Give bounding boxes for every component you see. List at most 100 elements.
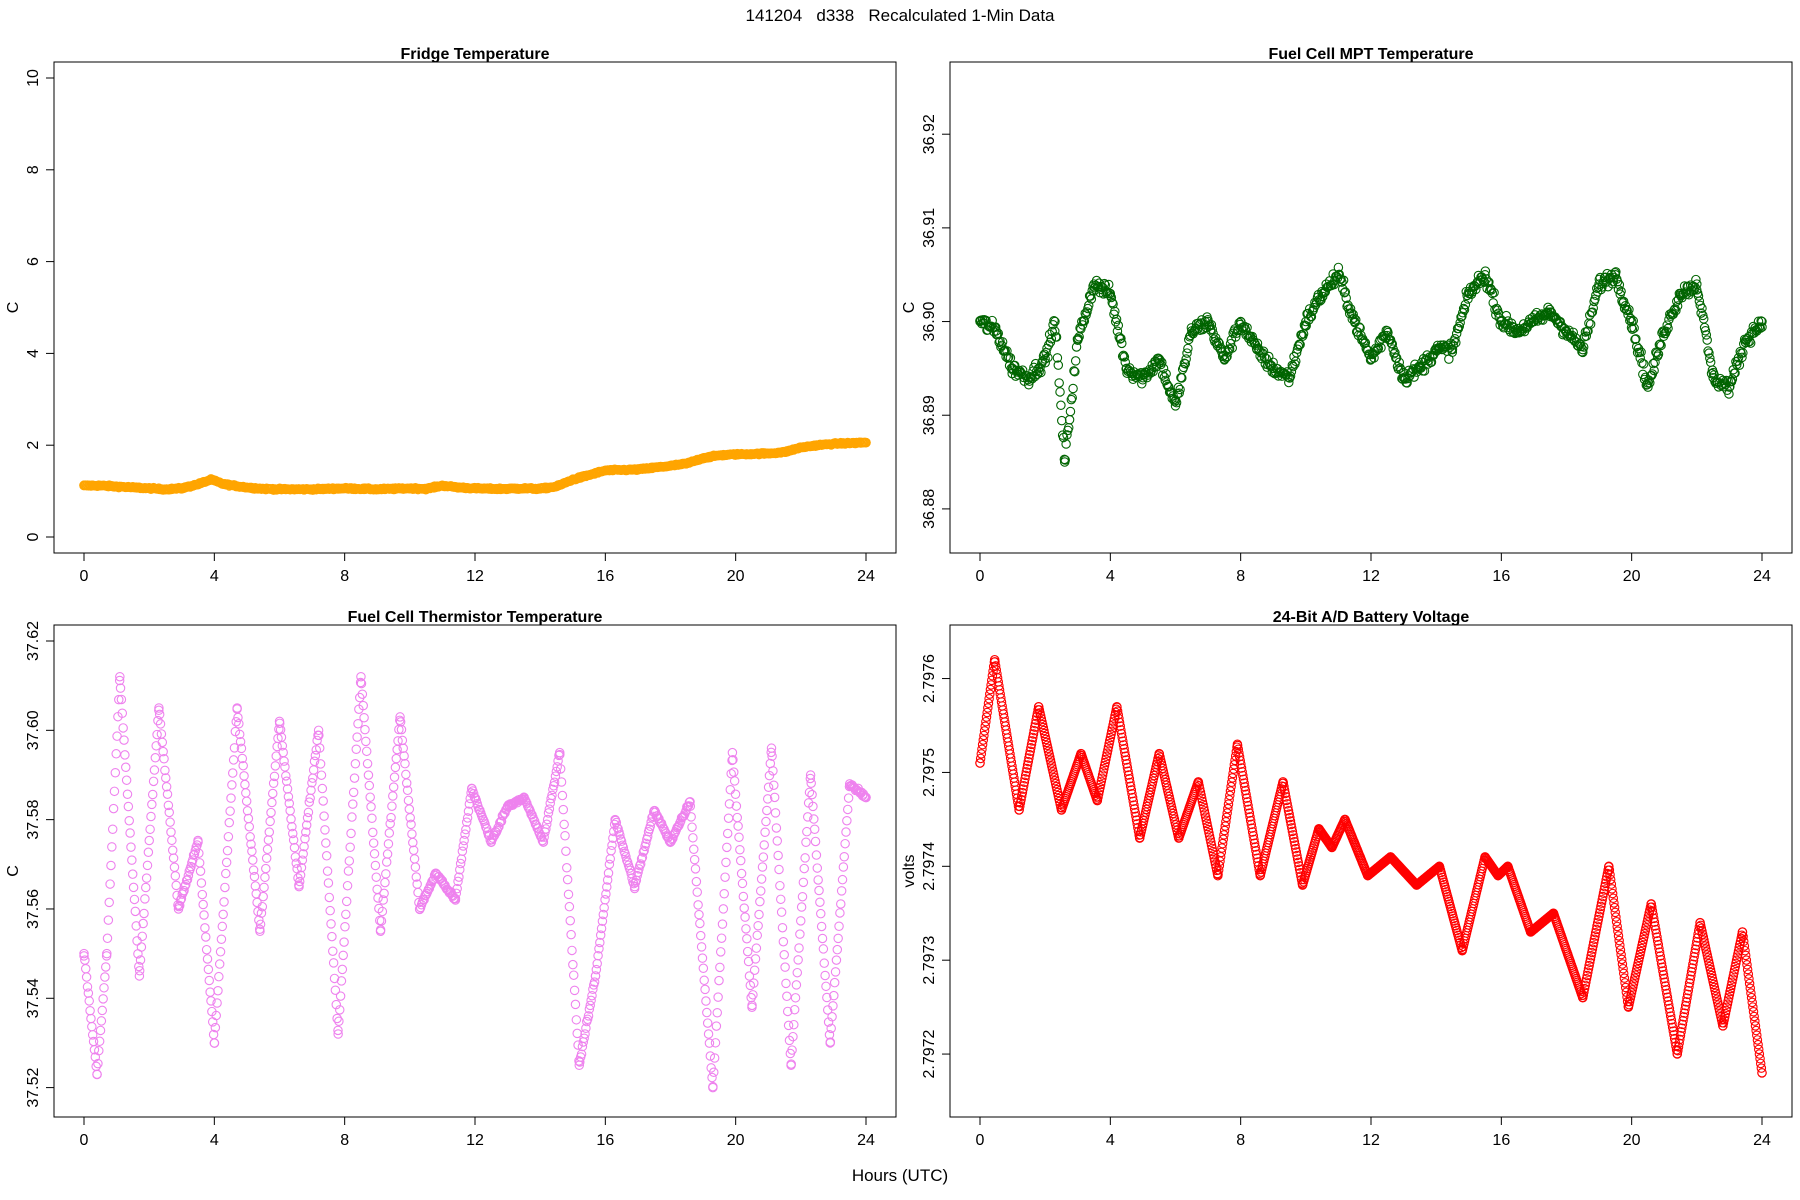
data-point <box>261 863 271 874</box>
data-point <box>124 815 134 826</box>
data-point <box>766 747 776 758</box>
data-point <box>1691 274 1701 285</box>
data-point <box>810 836 821 847</box>
data-point <box>181 879 191 890</box>
data-point <box>336 976 347 986</box>
data-point <box>597 916 608 926</box>
data-point <box>169 862 180 872</box>
data-point <box>1590 931 1600 941</box>
data-point <box>861 792 871 803</box>
data-point <box>1026 743 1036 753</box>
data-point <box>1111 314 1122 325</box>
data-point <box>986 675 997 686</box>
data-point <box>1340 287 1351 297</box>
data-point <box>322 866 333 876</box>
data-point <box>1746 992 1757 1003</box>
data-point <box>109 786 120 797</box>
data-point <box>1227 343 1238 353</box>
data-point <box>453 876 463 887</box>
data-point <box>1681 997 1692 1007</box>
data-point <box>220 882 230 893</box>
data-point <box>104 897 114 908</box>
data-point <box>730 789 741 799</box>
y-tick-label: 2.7976 <box>921 654 938 703</box>
data-point <box>399 751 409 761</box>
data-point <box>760 827 770 837</box>
data-point <box>200 923 210 933</box>
data-point <box>1121 755 1131 765</box>
data-point <box>994 337 1004 348</box>
data-point <box>393 736 403 746</box>
data-point <box>1028 732 1038 743</box>
data-point <box>308 765 319 775</box>
data-point <box>1491 310 1501 320</box>
data-point <box>1036 367 1046 378</box>
data-point <box>515 795 526 806</box>
data-point <box>468 788 479 799</box>
data-point <box>1645 378 1655 388</box>
data-point <box>149 765 160 775</box>
data-point <box>368 838 379 848</box>
data-point <box>131 921 141 931</box>
data-point <box>382 849 393 859</box>
data-point <box>977 739 988 750</box>
data-point <box>1618 963 1628 974</box>
data-point <box>978 735 989 745</box>
data-point <box>263 835 274 845</box>
x-tick-label: 4 <box>1106 568 1115 585</box>
data-point <box>1283 805 1294 816</box>
data-point <box>1679 1008 1690 1018</box>
data-point <box>693 900 703 910</box>
data-point <box>685 801 696 812</box>
data-point <box>788 1031 798 1042</box>
y-tick-label: 37.62 <box>25 621 42 661</box>
data-point <box>1583 326 1593 336</box>
data-point <box>1612 921 1622 932</box>
data-point <box>1585 319 1596 329</box>
data-point <box>460 829 470 839</box>
data-point <box>1672 301 1683 311</box>
data-point <box>180 881 190 891</box>
data-point <box>548 781 559 791</box>
data-point <box>723 813 734 823</box>
data-point <box>1247 827 1258 837</box>
data-point <box>214 971 224 982</box>
data-point <box>1250 338 1260 349</box>
data-point <box>334 1016 344 1026</box>
data-point <box>378 895 388 905</box>
data-point <box>1251 845 1261 856</box>
data-point <box>222 845 233 856</box>
data-point <box>722 828 733 839</box>
data-point <box>333 1029 343 1039</box>
data-point <box>749 978 759 988</box>
data-point <box>1595 904 1606 915</box>
data-point <box>209 1038 220 1048</box>
data-point <box>1125 777 1135 788</box>
data-point <box>735 855 746 866</box>
y-tick-label: 36.89 <box>921 395 938 435</box>
data-point <box>196 878 207 888</box>
data-point <box>1241 789 1251 800</box>
data-point <box>106 860 116 871</box>
data-point <box>357 689 368 699</box>
data-point <box>637 852 648 863</box>
data-point <box>1675 1030 1686 1041</box>
data-point <box>356 678 367 689</box>
data-point <box>1064 415 1075 425</box>
data-point <box>110 767 121 778</box>
data-point <box>1682 993 1692 1003</box>
data-point <box>1180 359 1191 369</box>
data-point <box>586 995 596 1006</box>
data-point <box>735 844 745 855</box>
figure-title: 141204 d338 Recalculated 1-Min Data <box>745 6 1055 25</box>
data-point <box>1114 717 1125 728</box>
data-point <box>1157 357 1167 368</box>
data-point <box>1742 964 1753 975</box>
data-point <box>719 888 729 899</box>
data-point <box>82 982 93 992</box>
data-point <box>195 866 206 876</box>
data-point <box>1017 787 1028 798</box>
data-point <box>1568 327 1578 338</box>
data-point <box>1617 954 1627 965</box>
data-point <box>1243 804 1254 815</box>
